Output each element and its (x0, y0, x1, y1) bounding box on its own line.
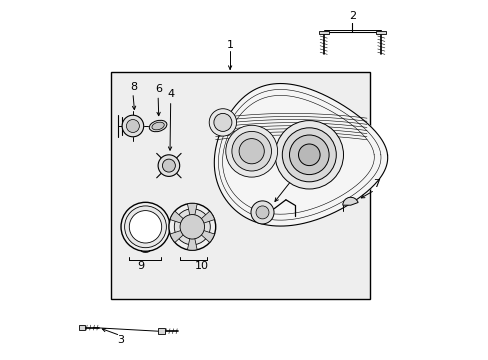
Circle shape (129, 211, 162, 243)
Text: 7: 7 (373, 179, 380, 189)
Text: 5: 5 (298, 158, 305, 168)
Circle shape (256, 206, 268, 219)
Ellipse shape (152, 122, 164, 130)
Text: 1: 1 (226, 40, 233, 50)
Polygon shape (214, 84, 387, 226)
Circle shape (209, 109, 236, 136)
Text: 4: 4 (167, 89, 174, 99)
Bar (318, 31, 328, 34)
Text: 8: 8 (130, 82, 137, 92)
Text: 6: 6 (155, 84, 162, 94)
Wedge shape (192, 227, 214, 242)
Wedge shape (170, 211, 192, 227)
Circle shape (174, 209, 210, 245)
Circle shape (162, 159, 175, 172)
Wedge shape (187, 203, 197, 227)
Wedge shape (170, 227, 192, 242)
Circle shape (158, 155, 179, 176)
Text: 2: 2 (348, 11, 355, 21)
Wedge shape (342, 197, 357, 205)
Circle shape (289, 135, 328, 175)
Bar (375, 31, 386, 34)
Circle shape (250, 201, 273, 224)
Circle shape (121, 202, 170, 251)
Circle shape (126, 120, 139, 132)
Text: 10: 10 (195, 261, 208, 271)
Circle shape (122, 115, 143, 137)
Circle shape (168, 203, 215, 250)
Circle shape (124, 206, 166, 248)
Circle shape (225, 125, 277, 177)
Bar (158, 328, 164, 334)
Wedge shape (187, 227, 197, 250)
Circle shape (298, 144, 320, 166)
Ellipse shape (149, 120, 166, 132)
Wedge shape (192, 211, 214, 227)
Bar (111, 72, 370, 299)
Circle shape (180, 215, 204, 239)
Circle shape (213, 113, 231, 131)
Text: 9: 9 (137, 261, 144, 271)
Circle shape (239, 139, 264, 164)
Circle shape (275, 121, 343, 189)
Text: 3: 3 (117, 335, 123, 345)
Bar (79, 325, 85, 330)
Circle shape (282, 128, 336, 182)
Circle shape (231, 131, 271, 171)
